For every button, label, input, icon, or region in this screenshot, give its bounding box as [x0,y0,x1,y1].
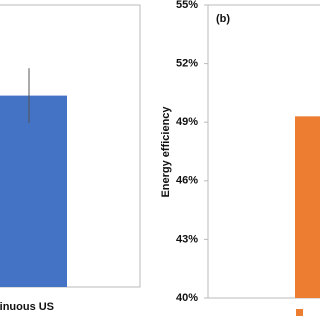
legend-marker [296,309,303,316]
y-tick-label: 40% [176,292,198,304]
y-tick-label: 52% [176,58,198,70]
x-tick-label: tinuous US [0,301,54,313]
panel-title: (b) [216,13,230,25]
bar [295,116,320,298]
y-axis-label: Energy efficiency [160,106,172,198]
y-tick-label: 49% [176,116,198,128]
y-tick-label: 46% [176,175,198,187]
bar [0,95,67,287]
panel-a-frame [0,4,141,288]
y-tick-label: 43% [176,233,198,245]
y-tick-label: 55% [176,0,198,11]
panel-b-frame [207,4,320,299]
